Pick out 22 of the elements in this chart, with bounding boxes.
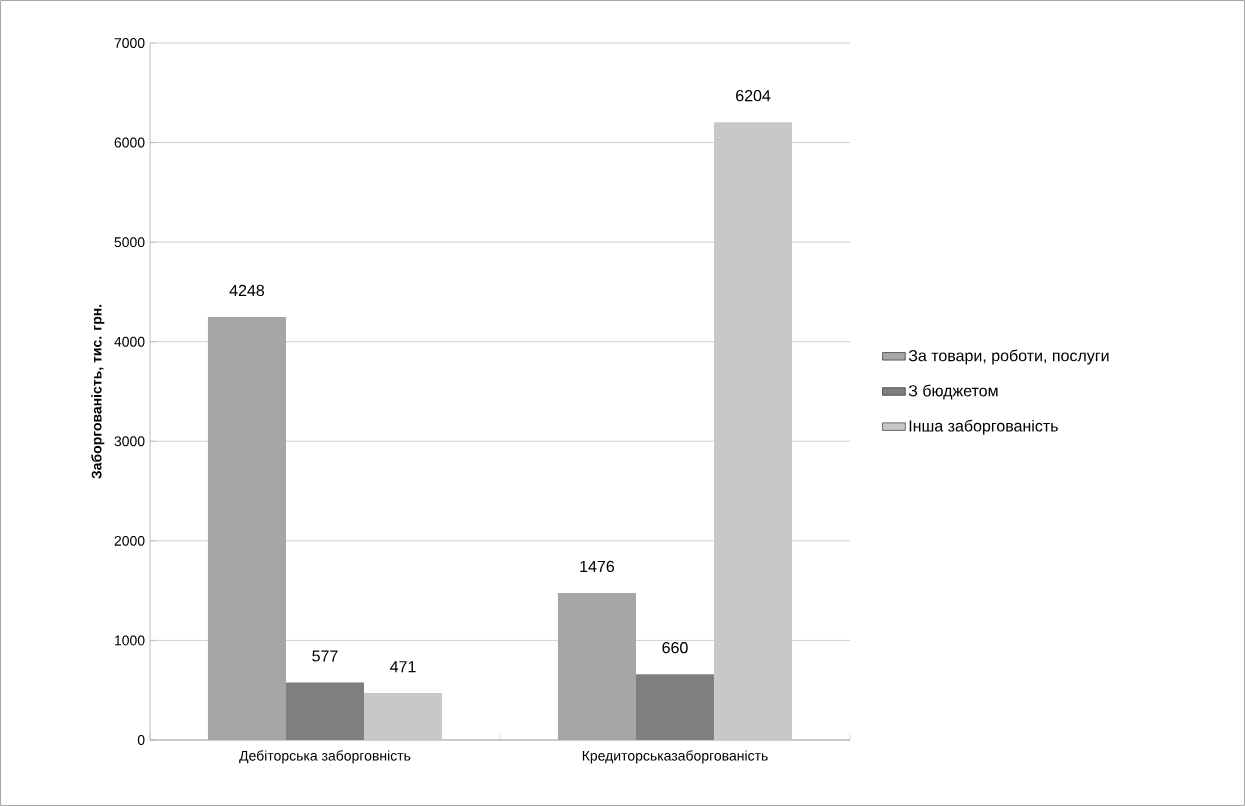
data-label: 6204 bbox=[736, 90, 771, 102]
y-tick-label: 2000 bbox=[114, 535, 145, 546]
x-tick-label: Дебіторська заборговність bbox=[239, 750, 411, 764]
data-label: 471 bbox=[390, 661, 416, 673]
data-label: 577 bbox=[312, 650, 338, 662]
y-tick-label: 0 bbox=[137, 735, 145, 745]
legend-label: З бюджетом bbox=[908, 384, 998, 400]
y-tick-label: 5000 bbox=[114, 237, 145, 248]
y-tick-label: 1000 bbox=[115, 635, 145, 646]
y-tick-label: 7000 bbox=[114, 38, 145, 48]
data-label: 1476 bbox=[580, 560, 615, 573]
bar bbox=[714, 122, 793, 740]
legend-label: За товари, роботи, послуги bbox=[908, 349, 1109, 365]
y-axis-title: Заборгованість, тис. грн. bbox=[91, 304, 105, 479]
bar bbox=[364, 693, 443, 740]
data-label: 4248 bbox=[229, 284, 265, 297]
legend-label: Інша заборгованість bbox=[909, 419, 1058, 435]
data-label: 660 bbox=[662, 642, 688, 654]
y-tick-label: 3000 bbox=[114, 436, 145, 447]
x-tick-label: Кредиторськазаборгованість bbox=[582, 750, 768, 764]
y-tick-label: 4000 bbox=[114, 336, 145, 347]
y-tick-label: 6000 bbox=[114, 137, 145, 148]
